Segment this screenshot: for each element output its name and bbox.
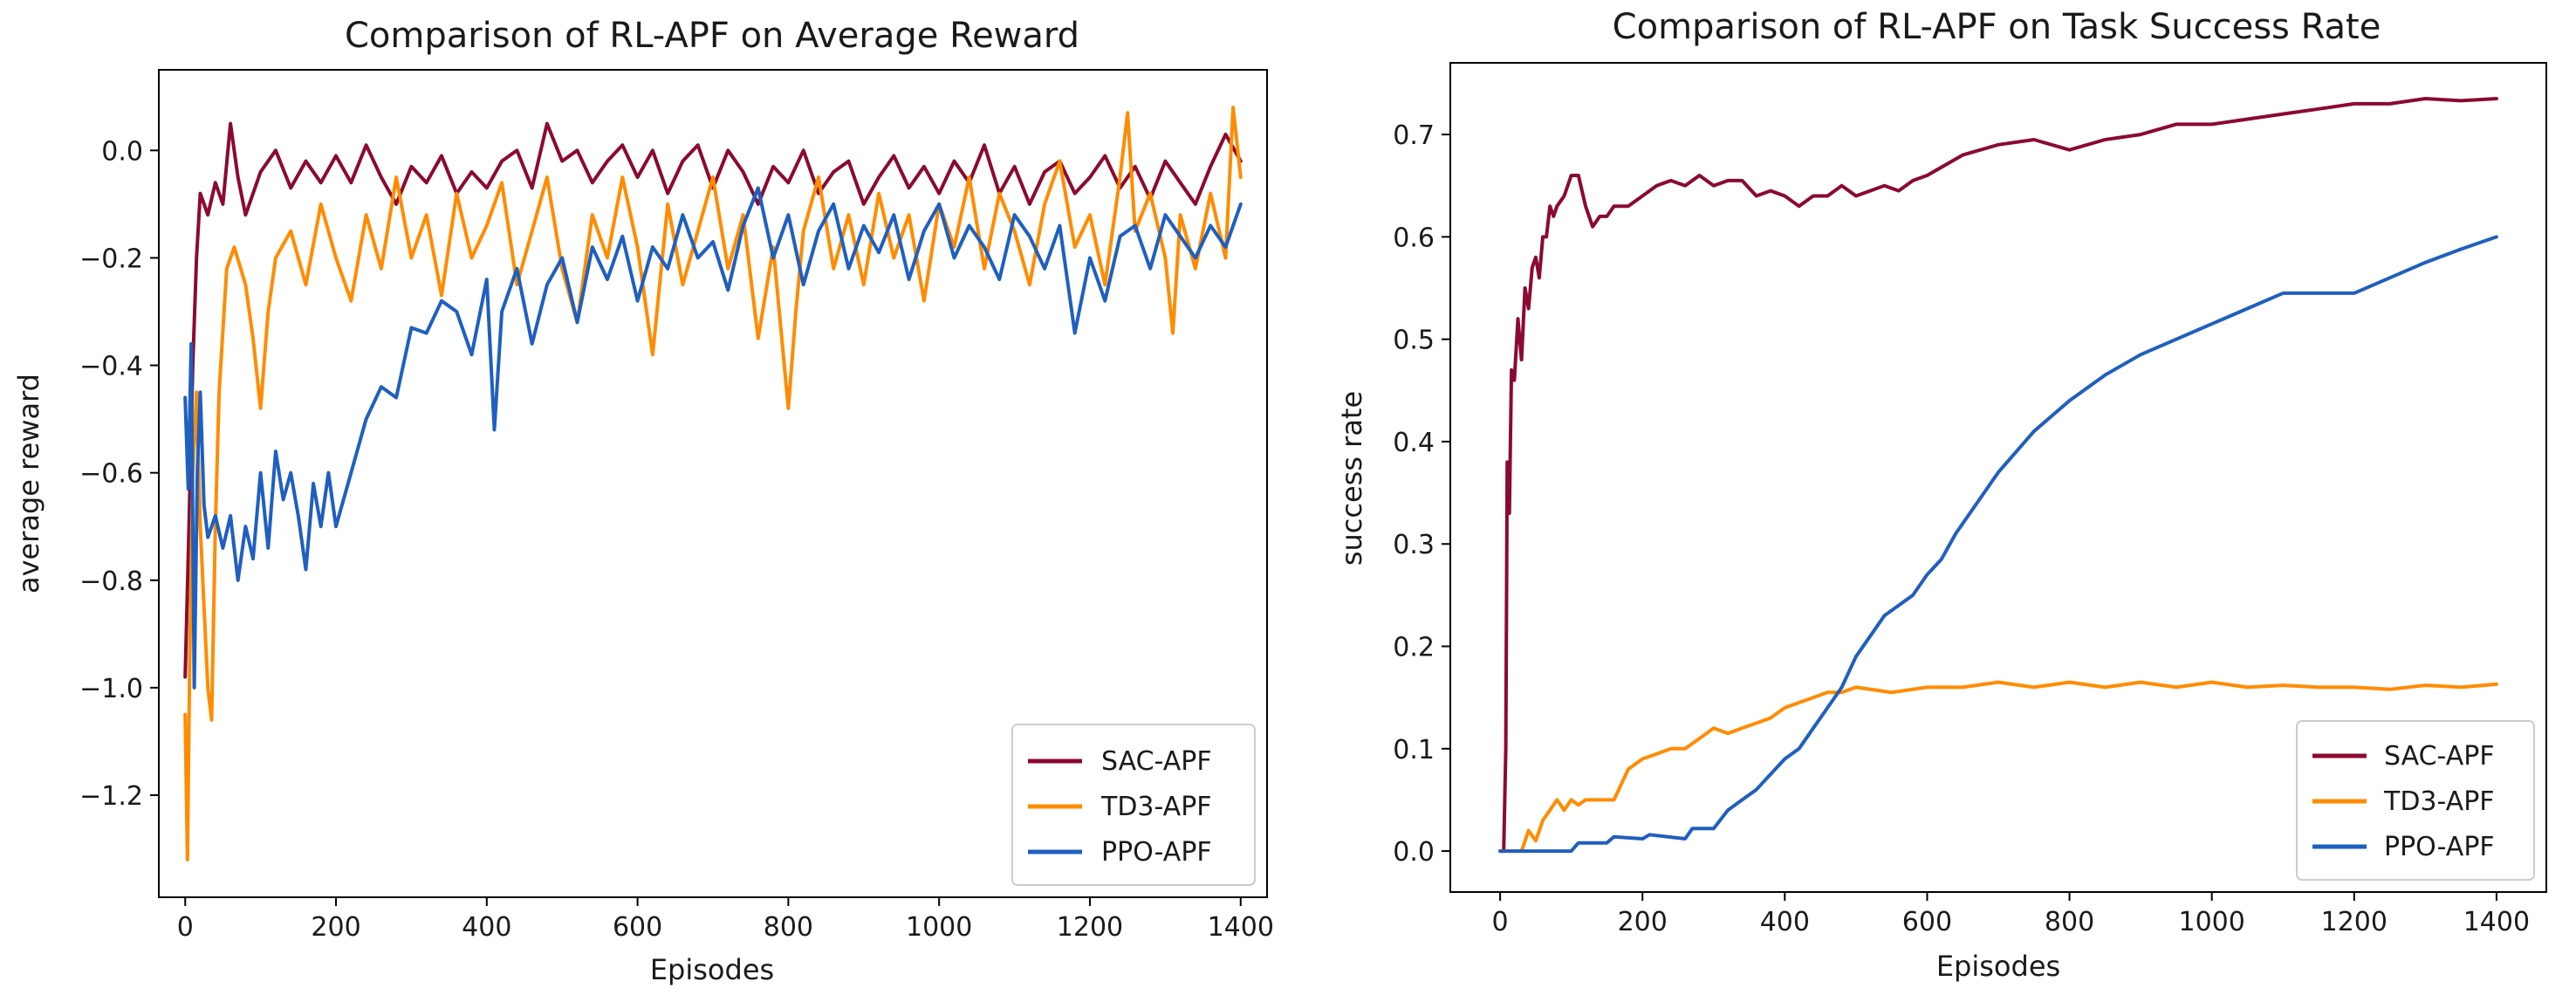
reward-ytick-label: −0.4 <box>79 352 143 382</box>
reward-series-ppo <box>183 186 1243 690</box>
success-series-lines <box>1498 97 2498 854</box>
reward-x-label: Episodes <box>650 953 774 986</box>
success-xtick-label: 1400 <box>2463 907 2530 937</box>
reward-chart-title: Comparison of RL-APF on Average Reward <box>345 16 1079 56</box>
success-legend: SAC-APF TD3-APF PPO-APF <box>2296 720 2535 881</box>
success-series-td3 <box>1498 680 2498 854</box>
success-rate-chart: Comparison of RL-APF on Task Success Rat… <box>1335 7 2547 983</box>
success-xtick-label: 400 <box>1760 907 1810 937</box>
reward-xtick-label: 200 <box>311 912 360 943</box>
reward-series-td3 <box>183 106 1243 861</box>
legend-label-ppo: PPO-APF <box>1101 837 1212 868</box>
success-xtick-label: 0 <box>1492 907 1509 937</box>
success-y-axis: 0.0 0.1 0.2 0.3 0.4 0.5 0.6 0.7 <box>1393 120 1450 868</box>
reward-xtick-label: 0 <box>177 912 194 943</box>
success-ytick-label: 0.2 <box>1393 633 1435 663</box>
reward-xtick-label: 1400 <box>1208 912 1274 943</box>
success-ytick-label: 0.7 <box>1393 120 1435 151</box>
success-ytick-label: 0.1 <box>1393 735 1435 765</box>
success-series-ppo <box>1498 235 2498 854</box>
reward-chart: Comparison of RL-APF on Average Reward 0… <box>12 16 1274 986</box>
legend-label-sac-2: SAC-APF <box>2384 741 2495 772</box>
success-ytick-label: 0.3 <box>1393 530 1435 560</box>
reward-ytick-label: −1.0 <box>79 674 143 704</box>
success-xtick-label: 1000 <box>2178 907 2244 937</box>
success-x-label: Episodes <box>1936 950 2060 983</box>
success-xtick-label: 600 <box>1902 907 1952 937</box>
legend-label-td3-2: TD3-APF <box>2383 786 2495 817</box>
reward-ytick-label: −0.8 <box>79 566 143 597</box>
success-xtick-label: 200 <box>1618 907 1668 937</box>
success-ytick-label: 0.4 <box>1393 428 1435 458</box>
reward-ytick-label: −1.2 <box>79 781 143 812</box>
reward-plot-frame <box>158 69 1268 898</box>
reward-legend-box <box>1011 724 1256 886</box>
success-plot-frame <box>1449 62 2547 893</box>
success-x-axis: 0 200 400 600 800 1000 1200 1400 <box>1492 892 2530 937</box>
legend-label-td3: TD3-APF <box>1100 792 1212 822</box>
reward-legend: SAC-APF TD3-APF PPO-APF <box>1011 724 1256 886</box>
success-series-sac <box>1498 97 2498 854</box>
reward-ytick-label: −0.6 <box>79 459 143 490</box>
reward-xtick-label: 1000 <box>906 912 972 943</box>
reward-ytick-label: −0.2 <box>79 244 143 274</box>
success-chart-title: Comparison of RL-APF on Task Success Rat… <box>1613 7 2381 47</box>
reward-series-sac <box>183 121 1243 679</box>
reward-xtick-label: 600 <box>613 912 662 943</box>
reward-y-label: average reward <box>12 374 45 594</box>
success-ytick-label: 0.6 <box>1393 223 1435 253</box>
reward-xtick-label: 800 <box>764 912 813 943</box>
reward-series-lines <box>183 106 1243 861</box>
reward-x-axis: 0 200 400 600 800 1000 1200 1400 <box>177 897 1274 943</box>
reward-y-axis: 0.0 −0.2 −0.4 −0.6 −0.8 −1.0 −1.2 <box>79 136 159 812</box>
reward-xtick-label: 1200 <box>1057 912 1123 943</box>
success-ytick-label: 0.0 <box>1393 837 1435 868</box>
success-legend-box <box>2296 720 2535 881</box>
reward-xtick-label: 400 <box>462 912 511 943</box>
legend-label-ppo-2: PPO-APF <box>2384 832 2495 862</box>
success-y-label: success rate <box>1335 391 1368 566</box>
legend-label-sac: SAC-APF <box>1101 746 1212 777</box>
success-xtick-label: 800 <box>2045 907 2094 937</box>
success-ytick-label: 0.5 <box>1393 326 1435 356</box>
reward-ytick-label: 0.0 <box>101 136 143 167</box>
success-xtick-label: 1200 <box>2321 907 2388 937</box>
